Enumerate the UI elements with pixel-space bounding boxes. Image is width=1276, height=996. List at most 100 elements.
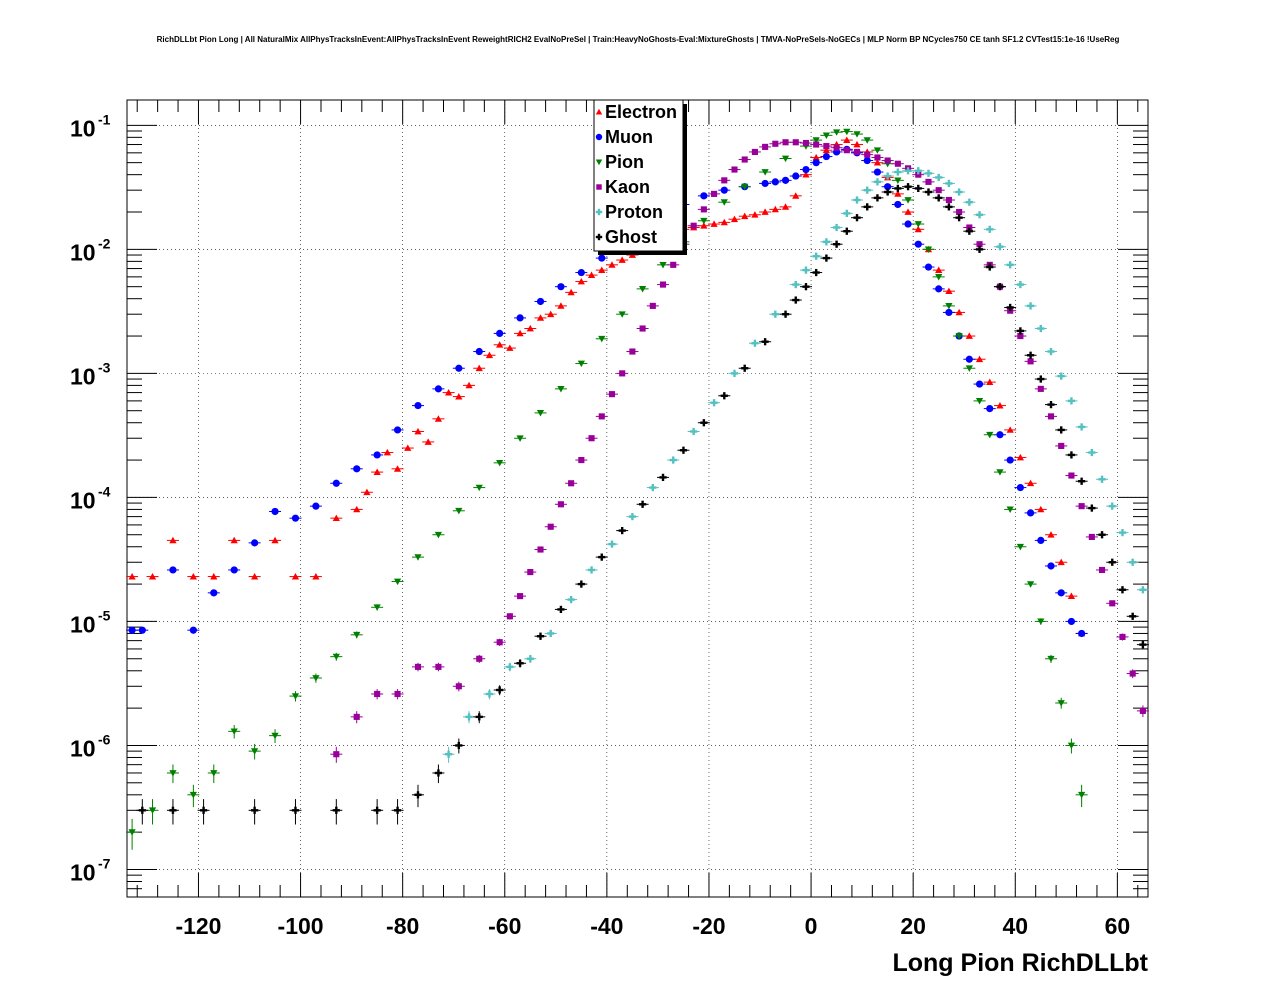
- data-point: [1017, 332, 1024, 340]
- data-point-v: [927, 169, 930, 177]
- data-point: [904, 197, 912, 204]
- data-point: [751, 211, 759, 218]
- data-point: [578, 457, 585, 464]
- data-point: [434, 531, 443, 539]
- data-point: [393, 426, 402, 434]
- data-point-v: [906, 167, 910, 175]
- data-point: [863, 156, 871, 165]
- data-point: [945, 303, 953, 310]
- data-point: [618, 256, 626, 263]
- data-point-v: [1111, 502, 1114, 510]
- data-point: [455, 364, 463, 372]
- data-point: [802, 266, 810, 274]
- data-point: [1016, 327, 1024, 335]
- data-point: [649, 483, 657, 492]
- data-point: [782, 139, 789, 146]
- data-point-v: [835, 240, 838, 248]
- data-point: [128, 829, 136, 836]
- data-point: [595, 233, 603, 241]
- data-point: [955, 333, 963, 340]
- data-point-v: [631, 513, 634, 521]
- data-point-v: [294, 806, 297, 814]
- data-point: [445, 750, 453, 758]
- data-point: [924, 263, 933, 271]
- data-point-v: [375, 806, 379, 814]
- data-point-v: [702, 419, 706, 427]
- data-point: [843, 209, 851, 217]
- axis-ticks: [127, 100, 1148, 897]
- data-point: [853, 131, 861, 138]
- data-point: [996, 283, 1004, 291]
- data-point-v: [814, 252, 818, 260]
- data-point: [1006, 303, 1014, 312]
- data-point: [1078, 477, 1086, 485]
- data-point: [925, 178, 932, 185]
- data-point: [669, 456, 677, 464]
- data-point-v: [467, 713, 471, 721]
- data-point: [955, 188, 963, 196]
- data-point-v: [784, 310, 787, 318]
- data-point-v: [968, 198, 971, 206]
- data-point: [271, 732, 279, 740]
- data-point-v: [998, 243, 1002, 251]
- data-point: [189, 791, 197, 799]
- data-point-v: [1100, 475, 1104, 483]
- x-tick-label: -100: [278, 913, 324, 939]
- data-point: [1067, 742, 1076, 750]
- data-point: [639, 325, 646, 332]
- data-point: [536, 632, 545, 640]
- data-point: [373, 468, 381, 475]
- data-point: [424, 438, 432, 445]
- y-tick-exponent: -4: [98, 483, 111, 499]
- data-point: [935, 173, 943, 182]
- data-point: [1088, 504, 1096, 512]
- data-point: [537, 546, 544, 553]
- data-point: [884, 183, 892, 191]
- data-point: [986, 431, 994, 439]
- data-point-v: [478, 713, 481, 721]
- data-point: [965, 227, 973, 235]
- data-point: [761, 179, 769, 188]
- x-tick-label: -40: [590, 913, 623, 939]
- data-point: [762, 143, 769, 150]
- data-point: [730, 215, 739, 223]
- data-point: [1016, 453, 1024, 461]
- legend-label: Kaon: [605, 177, 650, 197]
- data-point: [1057, 589, 1065, 597]
- data-point: [873, 159, 882, 166]
- data-point: [332, 653, 340, 661]
- data-point-v: [845, 227, 849, 235]
- data-point: [843, 136, 851, 143]
- data-point: [1006, 426, 1014, 433]
- y-tick-label: 10 -3: [70, 359, 111, 389]
- data-point-v: [1060, 426, 1063, 434]
- data-point-v: [661, 473, 665, 481]
- data-point-v: [774, 310, 777, 318]
- data-point: [455, 507, 463, 515]
- data-point: [1047, 347, 1055, 356]
- data-point: [1037, 375, 1045, 383]
- data-point: [598, 254, 606, 262]
- data-point: [332, 806, 340, 814]
- data-point: [291, 514, 300, 522]
- data-point: [496, 639, 503, 646]
- data-point-v: [733, 369, 736, 377]
- data-point: [516, 435, 524, 442]
- data-point: [802, 283, 810, 291]
- data-point: [128, 626, 136, 634]
- data-point: [832, 129, 841, 136]
- data-point: [1108, 558, 1116, 566]
- data-point: [975, 380, 984, 388]
- data-point: [945, 203, 953, 211]
- data-point: [291, 693, 300, 700]
- data-point: [884, 188, 892, 196]
- data-point: [595, 133, 603, 141]
- data-point: [904, 208, 912, 215]
- data-point-v: [1039, 375, 1042, 383]
- data-point-v: [457, 741, 461, 750]
- data-point: [710, 220, 718, 227]
- data-point: [935, 266, 943, 273]
- data-point-v: [597, 208, 601, 216]
- data-point-v: [682, 446, 685, 454]
